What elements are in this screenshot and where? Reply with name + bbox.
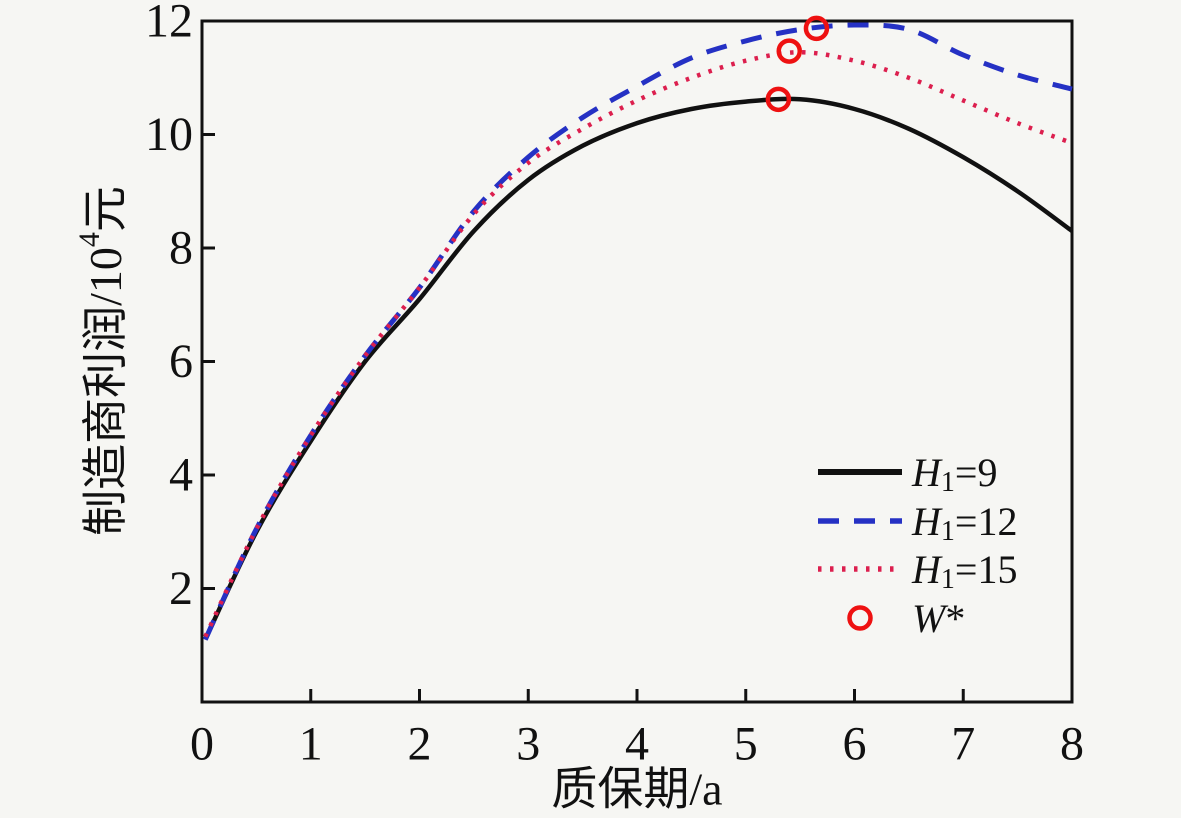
legend-label-H1=9-value: =9 <box>955 450 998 495</box>
y-axis-label-text: 制造商利润/10 <box>80 247 131 536</box>
x-tick-label: 4 <box>625 718 649 771</box>
y-tick-label: 6 <box>169 335 193 388</box>
legend-label-H1=12-sub: 1 <box>941 516 955 547</box>
legend-sample-wstar <box>847 605 873 631</box>
legend-label-H1=15-var: H <box>911 547 943 592</box>
y-tick-label: 12 <box>145 0 193 48</box>
y-tick-label: 4 <box>169 449 193 502</box>
y-tick-label: 8 <box>169 222 193 275</box>
legend-label-H1=15-value: =15 <box>955 547 1018 592</box>
wstar-marker-H1=15 <box>776 38 802 64</box>
legend-label-wstar: W* <box>912 596 965 641</box>
legend-label-H1=9-var: H <box>911 450 943 495</box>
x-axis: 0 1 2 3 4 5 6 7 8 <box>190 689 1084 771</box>
x-tick-label: 7 <box>951 718 975 771</box>
y-tick-label: 2 <box>169 562 193 615</box>
legend-label-H1=9-sub: 1 <box>941 467 955 498</box>
curve-H1=12 <box>203 22 1073 641</box>
x-tick-label: 6 <box>843 718 867 771</box>
legend-label-H1=15-sub: 1 <box>941 564 955 595</box>
legend-label-wstar-value: * <box>945 596 965 641</box>
legend-label-H1=12-value: =12 <box>955 499 1018 544</box>
legend-label-wstar-var: W <box>912 596 949 641</box>
x-tick-label: 5 <box>734 718 758 771</box>
y-axis-label-superscript: 4 <box>73 232 106 247</box>
y-axis: 2 4 6 8 10 12 <box>145 0 215 615</box>
x-tick-label: 8 <box>1060 718 1084 771</box>
x-axis-label: 质保期/a <box>551 764 722 815</box>
y-axis-label: 制造商利润/104元 <box>73 186 131 536</box>
x-tick-label: 1 <box>299 718 323 771</box>
curve-H1=9 <box>203 96 1074 641</box>
legend-label-H1=9: H1=9 <box>911 450 997 498</box>
x-tick-label: 2 <box>408 718 432 771</box>
y-tick-label: 10 <box>145 108 193 161</box>
wstar-marker-H1=12 <box>803 15 830 42</box>
x-tick-label: 0 <box>190 718 214 771</box>
wstar-marker-H1=9 <box>765 86 792 113</box>
legend-label-H1=12: H1=12 <box>911 499 1017 547</box>
curve-H1=15 <box>203 49 1073 638</box>
legend-label-H1=15: H1=15 <box>911 547 1017 595</box>
legend-label-H1=12-var: H <box>911 499 943 544</box>
y-axis-label-unit: 元 <box>80 186 131 232</box>
x-tick-label: 3 <box>516 718 540 771</box>
